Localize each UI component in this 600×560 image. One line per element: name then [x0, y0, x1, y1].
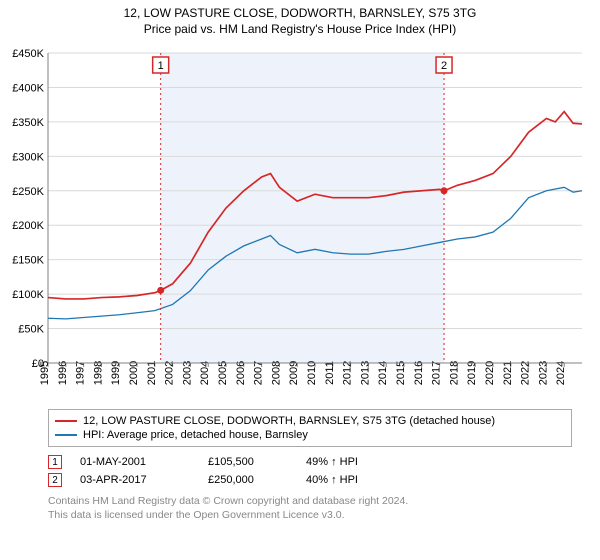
xtick-label: 1995 — [39, 361, 51, 385]
title-address: 12, LOW PASTURE CLOSE, DODWORTH, BARNSLE… — [0, 6, 600, 22]
xtick-label: 2023 — [537, 361, 549, 385]
xtick-label: 2021 — [502, 361, 514, 385]
xtick-label: 1996 — [57, 361, 69, 385]
sale-marker-id-1: 1 — [158, 60, 164, 72]
xtick-label: 2005 — [217, 361, 229, 385]
sale-id-box: 1 — [48, 455, 62, 469]
legend-swatch — [55, 420, 77, 422]
sale-price: £250,000 — [208, 474, 288, 486]
sales-table: 1 01-MAY-2001 £105,500 49% ↑ HPI 2 03-APR-201… — [48, 453, 572, 489]
ytick-label: £300K — [12, 152, 44, 164]
chart-titles: 12, LOW PASTURE CLOSE, DODWORTH, BARNSLE… — [0, 0, 600, 37]
xtick-label: 2002 — [164, 361, 176, 385]
ytick-label: £450K — [12, 48, 44, 60]
xtick-label: 2000 — [128, 361, 140, 385]
sale-row: 1 01-MAY-2001 £105,500 49% ↑ HPI — [48, 453, 572, 471]
sale-marker-dot-1 — [157, 287, 164, 294]
sale-id-box: 2 — [48, 473, 62, 487]
xtick-label: 2014 — [377, 361, 389, 385]
xtick-label: 2011 — [324, 361, 336, 385]
xtick-label: 2018 — [448, 361, 460, 385]
title-subtitle: Price paid vs. HM Land Registry's House … — [0, 22, 600, 38]
xtick-label: 2004 — [199, 361, 211, 385]
sale-marker-dot-2 — [441, 187, 448, 194]
xtick-label: 1999 — [110, 361, 122, 385]
sale-date: 01-MAY-2001 — [80, 456, 190, 468]
sale-hpi-delta: 40% ↑ HPI — [306, 474, 396, 486]
shaded-sale-range — [161, 53, 444, 363]
xtick-label: 2012 — [342, 361, 354, 385]
xtick-label: 2007 — [253, 361, 265, 385]
xtick-label: 2016 — [413, 361, 425, 385]
legend-item: 12, LOW PASTURE CLOSE, DODWORTH, BARNSLE… — [55, 414, 565, 428]
legend: 12, LOW PASTURE CLOSE, DODWORTH, BARNSLE… — [48, 409, 572, 447]
footnote: Contains HM Land Registry data © Crown c… — [48, 495, 572, 522]
xtick-label: 2024 — [555, 361, 567, 385]
chart-area: £0£50K£100K£150K£200K£250K£300K£350K£400… — [0, 43, 600, 403]
line-chart: £0£50K£100K£150K£200K£250K£300K£350K£400… — [0, 43, 600, 403]
ytick-label: £50K — [18, 324, 44, 336]
xtick-label: 1997 — [75, 361, 87, 385]
xtick-label: 2008 — [270, 361, 282, 385]
legend-label: HPI: Average price, detached house, Barn… — [83, 429, 308, 441]
legend-item: HPI: Average price, detached house, Barn… — [55, 428, 565, 442]
ytick-label: £400K — [12, 83, 44, 95]
footnote-line2: This data is licensed under the Open Gov… — [48, 509, 572, 523]
ytick-label: £250K — [12, 186, 44, 198]
xtick-label: 2019 — [466, 361, 478, 385]
sale-hpi-delta: 49% ↑ HPI — [306, 456, 396, 468]
sale-marker-id-2: 2 — [441, 60, 447, 72]
xtick-label: 2020 — [484, 361, 496, 385]
xtick-label: 2017 — [431, 361, 443, 385]
legend-swatch — [55, 434, 77, 436]
sale-price: £105,500 — [208, 456, 288, 468]
xtick-label: 2010 — [306, 361, 318, 385]
xtick-label: 2001 — [146, 361, 158, 385]
xtick-label: 2013 — [359, 361, 371, 385]
xtick-label: 2009 — [288, 361, 300, 385]
ytick-label: £200K — [12, 220, 44, 232]
sale-row: 2 03-APR-2017 £250,000 40% ↑ HPI — [48, 471, 572, 489]
xtick-label: 2015 — [395, 361, 407, 385]
ytick-label: £100K — [12, 289, 44, 301]
legend-label: 12, LOW PASTURE CLOSE, DODWORTH, BARNSLE… — [83, 415, 495, 427]
ytick-label: £150K — [12, 255, 44, 267]
xtick-label: 2006 — [235, 361, 247, 385]
ytick-label: £350K — [12, 117, 44, 129]
footnote-line1: Contains HM Land Registry data © Crown c… — [48, 495, 572, 509]
xtick-label: 1998 — [92, 361, 104, 385]
xtick-label: 2022 — [520, 361, 532, 385]
sale-date: 03-APR-2017 — [80, 474, 190, 486]
xtick-label: 2003 — [181, 361, 193, 385]
